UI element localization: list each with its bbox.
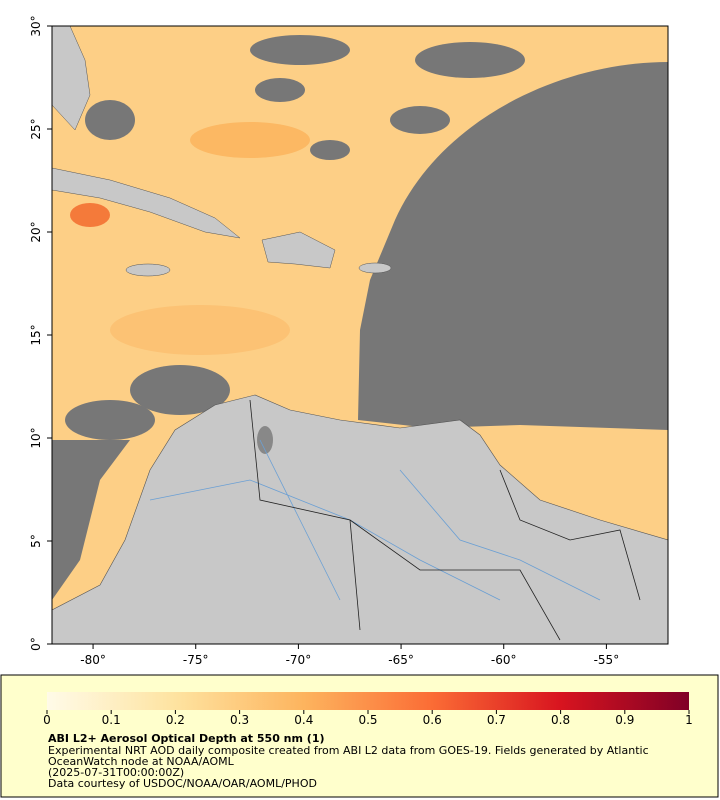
cloud (415, 42, 525, 78)
colorbar-tick-label: 0.6 (423, 713, 442, 727)
no-data-ocean (358, 62, 668, 430)
y-tick-label: 30° (29, 15, 43, 36)
y-tick-label: 10° (29, 427, 43, 448)
y-tick-label: 20° (29, 221, 43, 242)
land-hispaniola (261, 231, 336, 269)
colorbar-tick-label: 0.7 (487, 713, 506, 727)
land-south-america (52, 394, 668, 644)
land-puerto-rico (358, 262, 392, 274)
x-tick-label: -75° (183, 653, 209, 667)
cloud (130, 365, 230, 415)
aod-patch (190, 122, 310, 158)
caption-line: Experimental NRT AOD daily composite cre… (48, 744, 649, 757)
y-tick-label: 0° (29, 637, 43, 651)
cloud (85, 100, 135, 140)
cloud (390, 106, 450, 134)
caption-line: (2025-07-31T00:00:00Z) (48, 766, 184, 779)
colorbar (47, 692, 689, 710)
x-tick-label: -65° (388, 653, 414, 667)
cloud (52, 440, 130, 600)
aod-patch (110, 305, 290, 355)
y-tick-label: 15° (29, 324, 43, 345)
x-tick-label: -60° (491, 653, 517, 667)
land-jamaica (125, 263, 171, 277)
colorbar-tick-label: 0.9 (615, 713, 634, 727)
cloud (255, 78, 305, 102)
map-area (52, 26, 668, 644)
x-tick-label: -55° (594, 653, 620, 667)
aod-patch (70, 203, 110, 227)
y-tick-label: 25° (29, 118, 43, 139)
caption-line: Data courtesy of USDOC/NOAA/OAR/AOML/PHO… (48, 777, 317, 790)
colorbar-tick-label: 0.4 (294, 713, 313, 727)
caption-title: ABI L2+ Aerosol Optical Depth at 550 nm … (48, 732, 325, 745)
colorbar-tick-label: 0.5 (358, 713, 377, 727)
colorbar-tick-label: 0.1 (102, 713, 121, 727)
borders (249, 399, 641, 641)
cloud (250, 35, 350, 65)
x-tick-label: -70° (286, 653, 312, 667)
colorbar-tick-label: 0.8 (551, 713, 570, 727)
land-cuba (52, 167, 241, 239)
cloud (65, 400, 155, 440)
colorbar-tick-label: 0.3 (230, 713, 249, 727)
colorbar-tick-label: 1 (685, 713, 693, 727)
colorbar-tick-label: 0.2 (166, 713, 185, 727)
colorbar-tick-label: 0 (43, 713, 51, 727)
x-tick-label: -80° (80, 653, 106, 667)
caption-line: OceanWatch node at NOAA/AOML (48, 755, 235, 768)
lake-maracaibo (257, 426, 273, 454)
y-tick-label: 5° (29, 534, 43, 548)
cloud (310, 140, 350, 160)
land-florida (52, 26, 91, 131)
